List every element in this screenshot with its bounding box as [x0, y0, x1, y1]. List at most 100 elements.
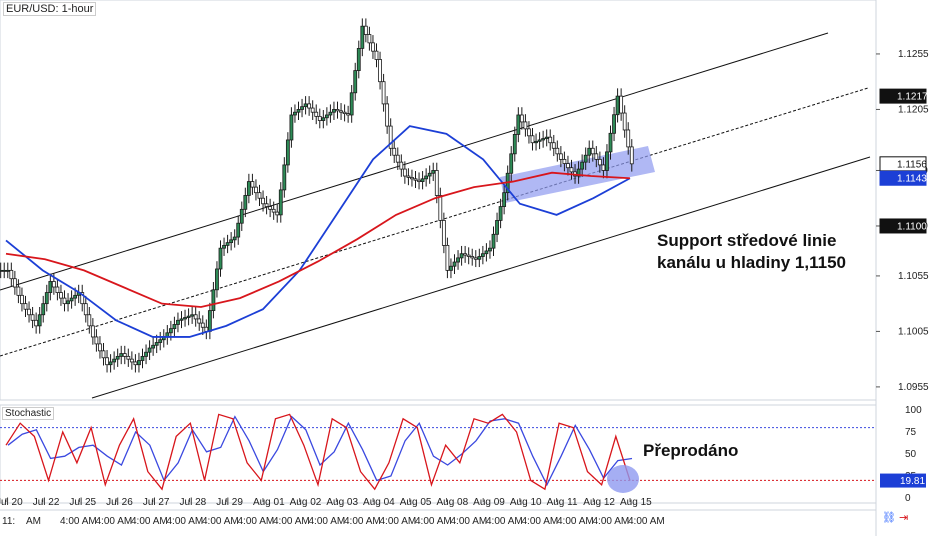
- candle-body: [59, 292, 63, 299]
- candle-body: [215, 268, 219, 291]
- date-tick-label: Jul 22: [33, 497, 60, 508]
- candle-body: [544, 136, 549, 139]
- candle-body: [484, 250, 489, 255]
- candle-body: [232, 236, 237, 241]
- candle-body: [268, 206, 273, 210]
- candle-body: [254, 186, 258, 194]
- candle-body: [30, 314, 35, 321]
- candle-body: [126, 355, 131, 360]
- stochastic-axis: 100755025019.81: [880, 405, 926, 504]
- time-tick-label: 4:00 AM: [522, 516, 559, 527]
- candle-body: [176, 319, 180, 325]
- candle-body: [363, 25, 368, 35]
- candle-body: [243, 195, 248, 210]
- oversold-annotation: Přeprodáno: [643, 441, 739, 460]
- date-tick-label: Aug 08: [436, 497, 468, 508]
- candle-body: [587, 147, 592, 156]
- candle-body: [69, 297, 74, 302]
- candle-body: [356, 47, 361, 71]
- candle-body: [317, 115, 322, 121]
- candle-body: [55, 286, 60, 293]
- candle-body: [530, 135, 535, 144]
- candle-body: [285, 139, 290, 166]
- date-tick-label: Aug 09: [473, 497, 505, 508]
- candle-body: [115, 355, 120, 360]
- candle-body: [502, 192, 507, 207]
- candle-body: [321, 117, 326, 121]
- price-tick-label: 1.0955: [898, 382, 929, 393]
- stochastic-pane[interactable]: [0, 404, 877, 504]
- candle-body: [9, 269, 14, 280]
- candle-body: [562, 158, 567, 164]
- candle-body: [512, 134, 517, 155]
- candle-body: [112, 358, 117, 363]
- candle-body: [307, 103, 312, 109]
- time-tick-label: 4:00 AM: [238, 516, 275, 527]
- candle-body: [353, 70, 358, 94]
- ma-red-line: [5, 171, 631, 308]
- candle-body: [197, 318, 202, 324]
- candle-body: [473, 257, 478, 260]
- time-tick-label: 11:: [2, 516, 15, 527]
- candle-body: [480, 253, 485, 257]
- candle-body: [410, 177, 414, 180]
- candle-body: [523, 121, 528, 130]
- candle-body: [629, 146, 634, 165]
- time-tick-label: 4:00 AM: [451, 516, 488, 527]
- time-tick-label: 4:00 AM: [593, 516, 630, 527]
- time-tick-label: 4:00 AM: [60, 516, 97, 527]
- candle-body: [27, 308, 31, 316]
- candle-body: [324, 114, 329, 119]
- candle-body: [16, 286, 21, 296]
- candle-body: [420, 178, 425, 182]
- price-pane[interactable]: [0, 0, 877, 401]
- candle-body: [20, 294, 24, 305]
- candle-body: [314, 111, 319, 117]
- candle-body: [413, 178, 418, 181]
- date-tick-label: Aug 12: [583, 497, 615, 508]
- candle-body: [583, 154, 588, 163]
- candle-body: [222, 244, 226, 249]
- candle-body: [495, 220, 499, 235]
- candle-body: [417, 179, 421, 182]
- time-tick-label: 4:00 AM: [557, 516, 594, 527]
- date-tick-label: Jul 25: [69, 497, 96, 508]
- candle-body: [477, 256, 482, 260]
- price-tick-label: 1.1255: [898, 49, 929, 60]
- candle-body: [62, 297, 67, 305]
- candle-body: [250, 181, 255, 188]
- candle-body: [374, 50, 379, 60]
- candle-body: [278, 189, 283, 216]
- candle-body: [392, 147, 397, 156]
- candle-body: [158, 339, 163, 343]
- date-tick-label: Aug 03: [326, 497, 358, 508]
- time-axis: Jul 20 Jul 22 Jul 25 Jul 26 Jul 27 Jul 28 Jul …: [0, 497, 665, 527]
- candle-body: [580, 161, 585, 170]
- date-tick-label: Jul 26: [106, 497, 133, 508]
- link-icon[interactable]: ⛓: [882, 512, 896, 524]
- candle-body: [463, 253, 468, 256]
- candle-body: [261, 197, 265, 205]
- candle-body: [470, 256, 475, 259]
- candle-body: [590, 147, 595, 155]
- date-tick-label: Aug 10: [510, 497, 542, 508]
- channel-middle-line: [0, 87, 869, 357]
- time-tick-label: AM: [26, 516, 41, 527]
- stoch-d-line: [7, 415, 633, 487]
- support-annotation-line1: Support středové linie: [657, 231, 837, 250]
- arrow-icon[interactable]: ⇥: [899, 512, 909, 524]
- candle-body: [385, 103, 390, 127]
- candle-body: [608, 132, 613, 153]
- candle-body: [371, 42, 375, 52]
- candle-body: [427, 172, 432, 177]
- candle-body: [459, 253, 464, 259]
- candle-body: [597, 158, 602, 166]
- support-annotation-line2: kanálu u hladiny 1,1150: [657, 253, 846, 272]
- toolbar-icons[interactable]: ⛓ ⇥: [882, 511, 908, 524]
- candle-body: [349, 92, 354, 116]
- candle-body: [200, 322, 205, 328]
- candle-body: [342, 111, 347, 114]
- candle-body: [80, 292, 85, 305]
- candle-body: [239, 208, 244, 224]
